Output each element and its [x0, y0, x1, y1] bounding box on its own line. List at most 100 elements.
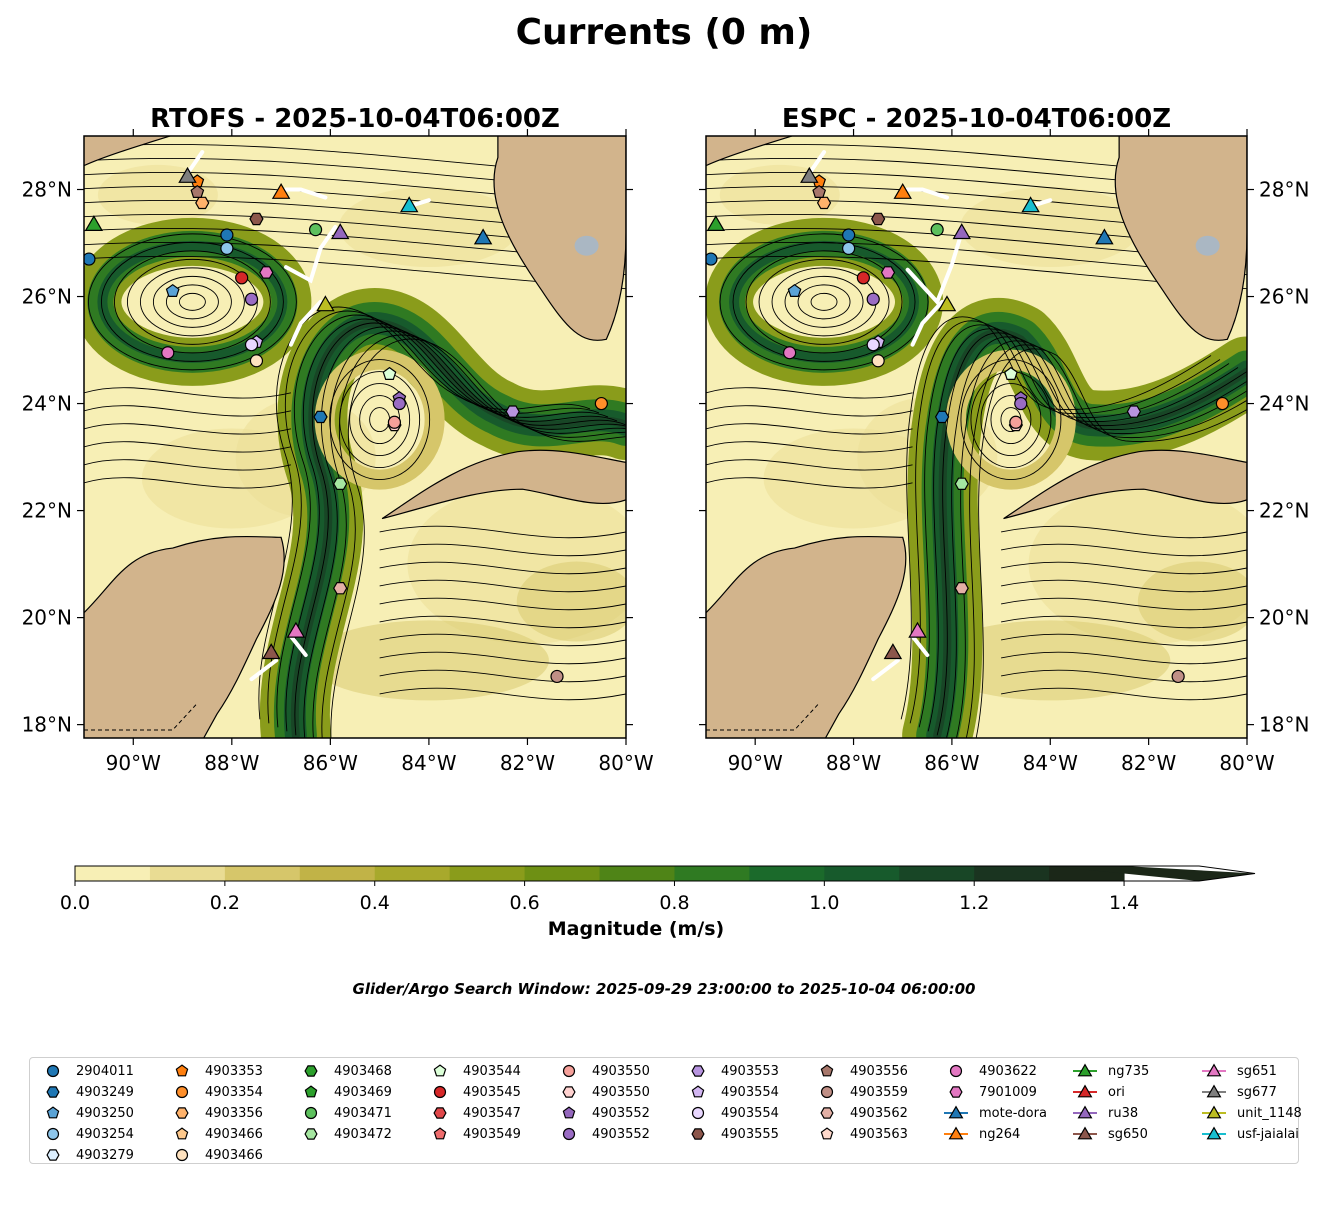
legend-item: 4903468	[298, 1062, 392, 1080]
legend-marker	[1206, 1063, 1222, 1077]
legend-item: ng264	[943, 1125, 1020, 1143]
glider-sg651	[286, 621, 306, 638]
colorbar-extend-arrow	[1049, 866, 1255, 881]
legend-item: 4903466	[169, 1146, 263, 1164]
y-tick-label: 18°N	[22, 713, 72, 737]
legend-marker	[1206, 1105, 1222, 1119]
marker-4903466-8	[871, 354, 885, 368]
marker-4903555-13	[249, 212, 264, 226]
y-tick-label: 18°N	[1259, 713, 1309, 737]
legend-label: 4903469	[334, 1084, 392, 1100]
x-tick-label: 86°W	[924, 751, 979, 775]
legend-item: ng735	[1072, 1062, 1149, 1080]
legend-label: 4903356	[205, 1105, 263, 1121]
marker-4903544-18	[1004, 366, 1018, 380]
legend-marker	[175, 1064, 189, 1077]
x-tick-label: 80°W	[1219, 751, 1274, 775]
marker-4903356-12	[195, 196, 210, 210]
marker-4903472-17	[954, 477, 969, 490]
legend-item: 4903555	[685, 1125, 779, 1143]
marker-4903622-4	[161, 346, 175, 360]
x-tick-label: 82°W	[500, 751, 555, 775]
marker-4903550-22	[1009, 415, 1023, 429]
legend-item: sg650	[1072, 1125, 1148, 1143]
x-tick-label: 88°W	[204, 751, 259, 775]
legend-marker	[433, 1127, 447, 1140]
legend-item: 4903552	[556, 1125, 650, 1143]
legend-marker	[1077, 1063, 1093, 1077]
legend-item: 4903553	[685, 1062, 779, 1080]
legend-item: 4903250	[40, 1104, 134, 1122]
colorbar-tick-label: 1.4	[1109, 892, 1139, 914]
legend-label: 4903249	[76, 1084, 134, 1100]
land	[84, 136, 626, 738]
legend-label: 4903468	[334, 1063, 392, 1079]
y-tick-label: 24°N	[22, 392, 72, 416]
glider-tracks	[807, 150, 1053, 682]
legend-marker	[433, 1085, 447, 1099]
speed-field-background	[97, 164, 626, 701]
legend-marker	[949, 1064, 963, 1078]
glider-tracks	[185, 150, 431, 682]
figure-title: Currents (0 m)	[516, 12, 813, 53]
legend-marker	[304, 1106, 318, 1120]
legend-item: 4903354	[169, 1083, 263, 1101]
marker-4903471-15	[930, 223, 944, 237]
colorbar-bin	[974, 866, 1050, 881]
marker-4903555-13	[871, 212, 886, 226]
legend-item: 2904011	[40, 1062, 134, 1080]
marker-4903254-2	[220, 241, 234, 255]
legend-label: 4903354	[205, 1084, 263, 1100]
marker-4903545-9	[856, 271, 870, 285]
legend-item: ru38	[1072, 1104, 1138, 1122]
legend-item: 4903622	[943, 1062, 1037, 1080]
legend-label: ng735	[1108, 1063, 1150, 1079]
colorbar-label: Magnitude (m/s)	[548, 918, 725, 940]
colorbar-bin	[299, 866, 376, 881]
colorbar-bin	[374, 866, 451, 881]
legend-item: sg651	[1201, 1062, 1277, 1080]
marker-4903554-7	[244, 338, 259, 352]
legend-item: 4903466	[169, 1125, 263, 1143]
marker-4903552-20	[392, 396, 406, 411]
legend-label: ori	[1108, 1084, 1125, 1100]
glider-ng264	[271, 183, 291, 199]
legend-marker	[562, 1127, 576, 1141]
y-tick-label: 26°N	[22, 285, 72, 309]
legend-label: 2904011	[76, 1063, 134, 1079]
land	[706, 136, 1247, 738]
x-tick-label: 82°W	[1121, 751, 1176, 775]
legend-label: 4903250	[76, 1105, 134, 1121]
legend-item: 4903356	[169, 1104, 263, 1122]
legend-item: ori	[1072, 1083, 1125, 1101]
legend-item: 4903559	[814, 1083, 908, 1101]
marker-2904011-3	[842, 228, 856, 242]
legend-label: usf-jaialai	[1237, 1126, 1299, 1142]
glider-mote-dora	[473, 228, 493, 245]
legend-item: 4903469	[298, 1083, 392, 1101]
marker-7901009-10	[880, 266, 896, 279]
legend-marker	[433, 1107, 447, 1119]
colorbar-tick-label: 1.0	[809, 892, 839, 914]
legend-label: 4903279	[76, 1147, 134, 1163]
colorbar-bin	[149, 866, 226, 881]
marker-4903356-12	[816, 196, 832, 210]
legend-label: 4903471	[334, 1105, 392, 1121]
y-tick-label: 22°N	[22, 499, 72, 523]
glider-unit_1148	[316, 295, 335, 312]
legend-marker	[691, 1106, 705, 1120]
marker-4903556-14	[190, 184, 205, 198]
legend-marker	[46, 1064, 60, 1078]
legend-marker	[562, 1064, 576, 1078]
legend-label: 4903466	[205, 1126, 263, 1142]
legend-label: 4903545	[463, 1084, 521, 1100]
legend-marker	[304, 1128, 318, 1140]
marker-4903354-24	[594, 396, 608, 411]
glider-ng264	[893, 183, 912, 199]
marker-4903544-18	[382, 366, 397, 380]
glider-mote-dora	[1095, 228, 1114, 245]
legend-marker	[46, 1149, 60, 1161]
legend-label: 4903550	[592, 1084, 650, 1100]
colorbar-tick-label: 0.4	[360, 892, 390, 914]
legend-label: 7901009	[979, 1084, 1037, 1100]
